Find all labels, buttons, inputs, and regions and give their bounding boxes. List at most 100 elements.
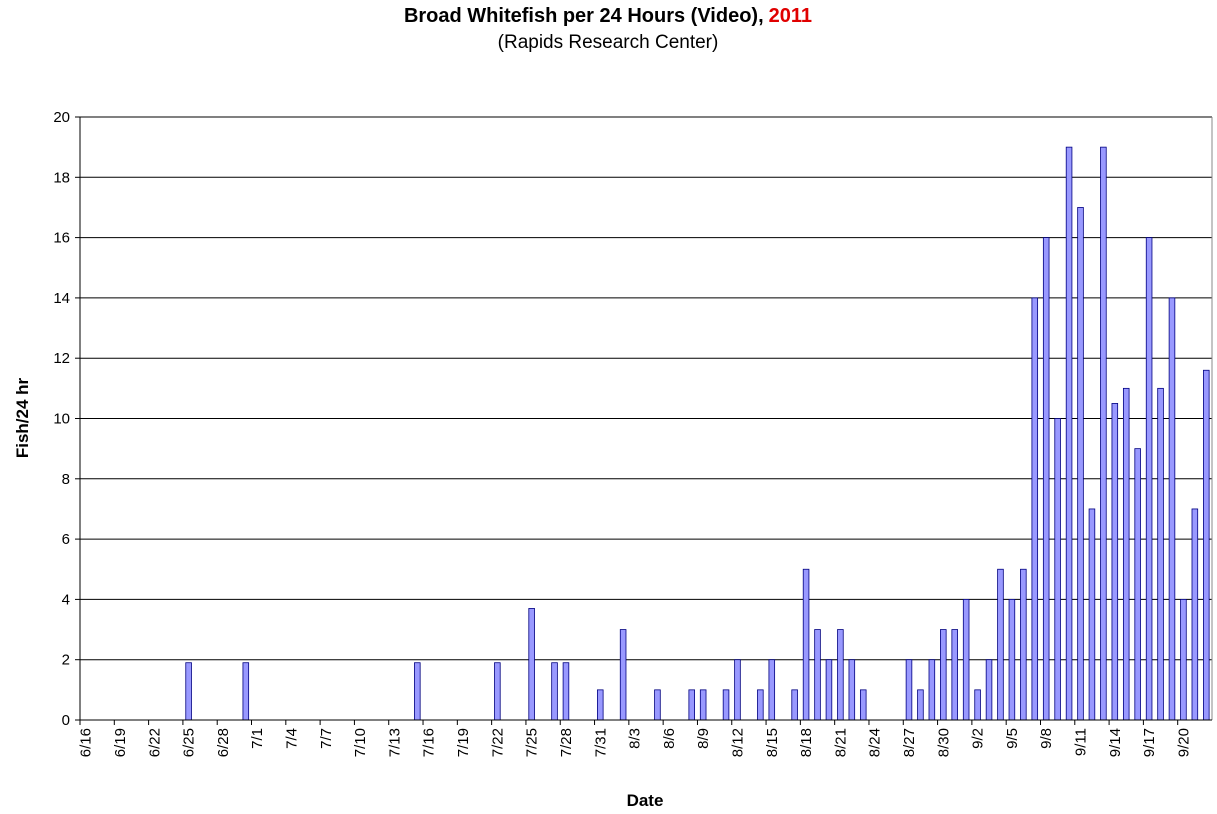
x-tick-label: 6/19 [112, 728, 129, 757]
bar [905, 659, 913, 721]
bar [1020, 568, 1027, 721]
bar [699, 689, 707, 721]
x-tick-label: 7/13 [386, 728, 403, 757]
bar [1180, 599, 1187, 721]
bar [1203, 369, 1210, 721]
chart-subtitle: (Rapids Research Center) [498, 32, 719, 53]
chart-title: Broad Whitefish per 24 Hours (Video), [404, 5, 764, 27]
bar [1088, 508, 1096, 721]
x-tick-label: 9/2 [970, 728, 987, 749]
x-tick-label: 7/10 [352, 728, 369, 757]
x-tick-label: 8/15 [764, 728, 781, 757]
x-tick-label: 8/3 [627, 728, 644, 749]
bar [562, 662, 570, 721]
bar [551, 662, 558, 721]
bar [414, 662, 421, 721]
y-tick-label: 18 [53, 169, 70, 186]
x-tick-label: 6/25 [181, 728, 198, 757]
x-tick-label: 9/11 [1073, 728, 1090, 756]
x-tick-label: 8/12 [729, 728, 746, 757]
bar [802, 568, 810, 721]
bar [859, 689, 867, 721]
y-tick-label: 8 [62, 471, 70, 488]
x-tick-label: 9/17 [1141, 728, 1158, 757]
bar [962, 599, 970, 721]
bar [837, 629, 844, 721]
bar [940, 629, 947, 721]
y-tick-label: 6 [62, 531, 70, 548]
y-tick-label: 20 [53, 109, 70, 126]
x-tick-label: 9/14 [1107, 728, 1124, 757]
x-tick-label: 9/20 [1175, 728, 1192, 757]
y-tick-label: 10 [53, 411, 70, 428]
bar [791, 689, 798, 721]
bar [1008, 599, 1016, 721]
x-tick-label: 7/19 [455, 728, 472, 757]
bar [528, 608, 535, 721]
y-tick-label: 14 [53, 290, 70, 307]
bar [654, 689, 661, 721]
bar [734, 659, 741, 721]
y-tick-label: 16 [53, 230, 70, 247]
chart-title-line: Broad Whitefish per 24 Hours (Video), 201… [404, 5, 812, 27]
bar [951, 629, 958, 721]
bar [1157, 387, 1164, 721]
bar [1168, 297, 1176, 721]
bar [814, 629, 821, 721]
x-tick-label: 7/4 [284, 728, 301, 749]
y-tick-label: 0 [62, 712, 70, 729]
bar [1054, 418, 1061, 721]
bar [619, 629, 627, 721]
bar [1191, 508, 1199, 721]
x-axis-title: Date [627, 791, 664, 810]
x-tick-label: 8/27 [901, 728, 918, 757]
y-axis-title: Fish/24 hr [13, 377, 32, 458]
bar [848, 659, 856, 721]
x-tick-label: 9/8 [1038, 728, 1055, 749]
x-tick-label: 7/1 [249, 728, 266, 749]
bar [997, 568, 1004, 721]
bar [917, 689, 924, 721]
bar [597, 689, 604, 721]
bar [1145, 237, 1153, 721]
bar [757, 689, 764, 721]
x-tick-label: 7/25 [524, 728, 541, 757]
x-tick-label: 7/16 [421, 728, 438, 757]
x-tick-label: 8/30 [935, 728, 952, 757]
y-tick-label: 2 [62, 652, 70, 669]
x-tick-label: 7/7 [318, 728, 335, 749]
x-tick-label: 7/22 [489, 728, 506, 757]
bar [974, 689, 981, 721]
bar [185, 662, 192, 721]
bar [1111, 403, 1119, 721]
bar [1042, 237, 1050, 721]
x-tick-label: 8/6 [661, 728, 678, 749]
bar [1100, 146, 1107, 721]
x-tick-label: 6/16 [78, 728, 95, 757]
title-highlight: 2011 [769, 5, 812, 27]
bar [928, 659, 936, 721]
x-tick-label: 7/28 [558, 728, 575, 757]
y-tick-label: 4 [62, 591, 70, 608]
x-tick-label: 6/22 [146, 728, 163, 757]
bar [985, 659, 993, 721]
bar [1031, 297, 1039, 721]
x-tick-label: 7/31 [592, 728, 609, 757]
x-tick-label: 9/5 [1004, 728, 1021, 749]
bar [722, 689, 730, 721]
bar [768, 659, 776, 721]
bar [688, 689, 695, 721]
bar [1122, 387, 1130, 721]
x-tick-label: 8/24 [867, 728, 884, 757]
bar [1134, 448, 1141, 721]
y-tick-label: 12 [53, 350, 70, 367]
x-tick-label: 8/21 [832, 728, 849, 757]
bar [1077, 207, 1084, 721]
bar [242, 662, 250, 721]
bar [494, 662, 501, 721]
x-tick-label: 6/28 [215, 728, 232, 757]
x-tick-label: 8/18 [798, 728, 815, 757]
x-tick-label: 8/9 [695, 728, 712, 749]
bar [1065, 146, 1073, 721]
